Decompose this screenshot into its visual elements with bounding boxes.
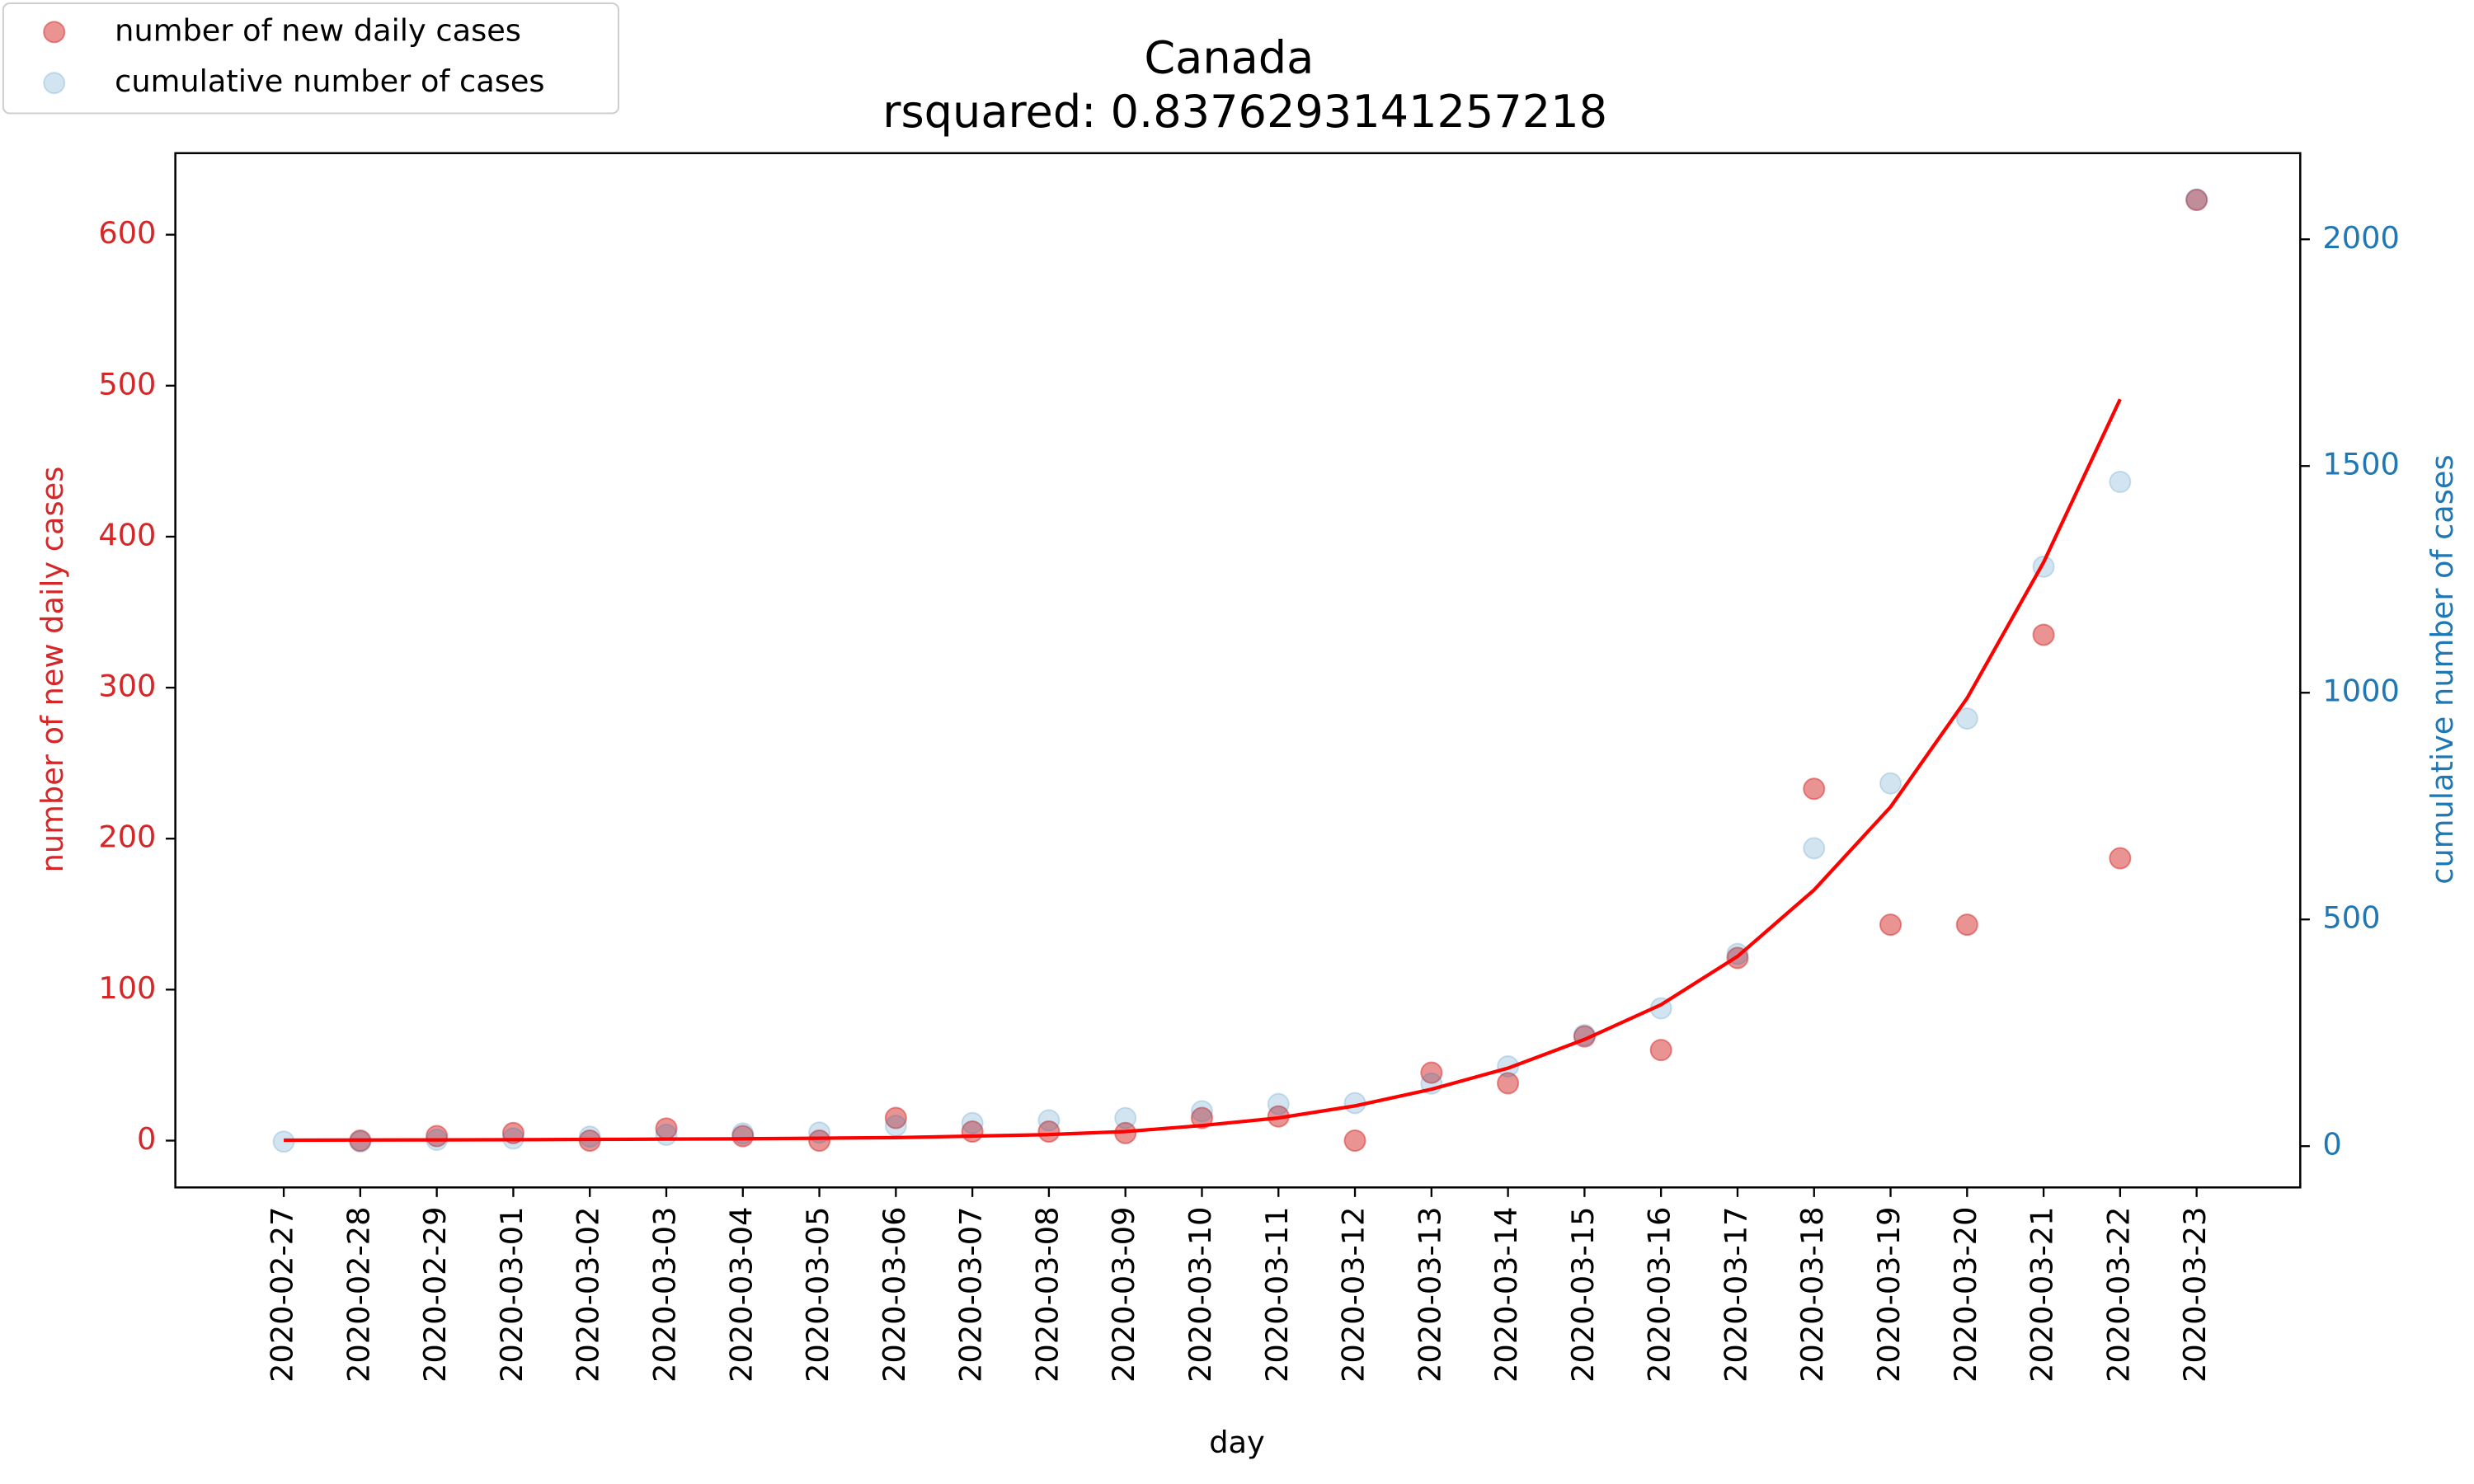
x-tick-label: 2020-02-27: [265, 1206, 300, 1382]
x-tick-label: 2020-03-01: [494, 1206, 529, 1382]
data-point: [1190, 1100, 1214, 1123]
data-point: [884, 1106, 907, 1129]
data-point: [2109, 847, 2132, 870]
legend-marker: [43, 72, 66, 95]
y-tick-label: 0: [137, 1121, 156, 1157]
data-point: [1343, 1129, 1366, 1153]
y2-tick-label: 1500: [2322, 447, 2399, 482]
x-tick-label: 2020-03-05: [800, 1206, 835, 1382]
data-point: [1037, 1109, 1061, 1132]
data-point: [655, 1123, 678, 1147]
y-tick-label: 600: [98, 215, 156, 251]
data-point: [1190, 1106, 1214, 1129]
legend-label: cumulative number of cases: [115, 63, 544, 99]
y2-axis-label: cumulative number of cases: [2425, 454, 2460, 884]
data-point: [1955, 913, 1978, 937]
data-point: [1037, 1120, 1061, 1144]
data-point: [578, 1125, 601, 1148]
data-point: [1267, 1092, 1290, 1115]
x-tick-label: 2020-03-17: [1718, 1206, 1753, 1382]
chart-title: Canada: [1144, 31, 1314, 83]
x-tick-label: 2020-02-29: [417, 1206, 453, 1382]
y2-tick-label: 2000: [2322, 220, 2399, 256]
x-tick-label: 2020-03-08: [1029, 1206, 1065, 1382]
y2-tick-label: 1000: [2322, 674, 2399, 709]
x-tick-label: 2020-03-02: [571, 1206, 606, 1382]
data-point: [808, 1129, 831, 1153]
y2-tick-label: 500: [2322, 900, 2380, 936]
plot-frame: [174, 152, 2302, 1189]
data-point: [884, 1114, 907, 1138]
x-tick-label: 2020-03-06: [877, 1206, 912, 1382]
x-tick-label: 2020-02-28: [341, 1206, 376, 1382]
data-point: [1649, 1039, 1672, 1062]
x-tick-label: 2020-03-11: [1259, 1206, 1295, 1382]
x-tick-label: 2020-03-20: [1948, 1206, 1983, 1382]
data-point: [961, 1111, 984, 1134]
x-tick-label: 2020-03-12: [1336, 1206, 1371, 1382]
data-point: [1879, 913, 1903, 937]
x-axis-label: day: [1209, 1425, 1265, 1460]
y-tick-label: 100: [98, 970, 156, 1006]
data-point: [1497, 1072, 1520, 1095]
data-point: [2185, 188, 2208, 211]
legend-box: [2, 2, 619, 115]
chart-subtitle: rsquared: 0.8376293141257218: [882, 86, 1607, 138]
x-tick-label: 2020-03-13: [1412, 1206, 1447, 1382]
data-point: [1803, 837, 1826, 860]
legend-marker: [43, 21, 66, 44]
x-tick-label: 2020-03-14: [1489, 1206, 1524, 1382]
data-point: [731, 1122, 755, 1145]
x-tick-label: 2020-03-21: [2025, 1206, 2060, 1382]
y-tick-label: 400: [98, 517, 156, 552]
data-point: [2109, 470, 2132, 494]
x-tick-label: 2020-03-19: [1871, 1206, 1907, 1382]
y-tick-label: 500: [98, 366, 156, 402]
data-point: [1879, 772, 1903, 795]
data-point: [2185, 189, 2208, 212]
data-point: [2032, 623, 2055, 646]
data-point: [1803, 777, 1826, 801]
data-point: [1420, 1061, 1443, 1084]
x-tick-label: 2020-03-03: [647, 1206, 682, 1382]
y-axis-label: number of new daily cases: [35, 467, 70, 873]
x-tick-label: 2020-03-15: [1565, 1206, 1601, 1382]
x-tick-label: 2020-03-04: [723, 1206, 759, 1382]
data-point: [1114, 1106, 1137, 1129]
x-tick-label: 2020-03-16: [1642, 1206, 1677, 1382]
x-tick-label: 2020-03-23: [2177, 1206, 2213, 1382]
x-tick-label: 2020-03-18: [1794, 1206, 1830, 1382]
data-point: [731, 1125, 755, 1148]
y2-tick-label: 0: [2322, 1127, 2341, 1162]
legend-label: number of new daily cases: [115, 12, 521, 48]
x-tick-label: 2020-03-07: [953, 1206, 989, 1382]
y-tick-label: 200: [98, 819, 156, 855]
data-point: [1955, 707, 1978, 730]
fit-line: [284, 398, 2122, 1143]
x-tick-label: 2020-03-22: [2100, 1206, 2136, 1382]
y-tick-label: 300: [98, 669, 156, 704]
x-tick-label: 2020-03-10: [1183, 1206, 1218, 1382]
x-tick-label: 2020-03-09: [1106, 1206, 1141, 1382]
